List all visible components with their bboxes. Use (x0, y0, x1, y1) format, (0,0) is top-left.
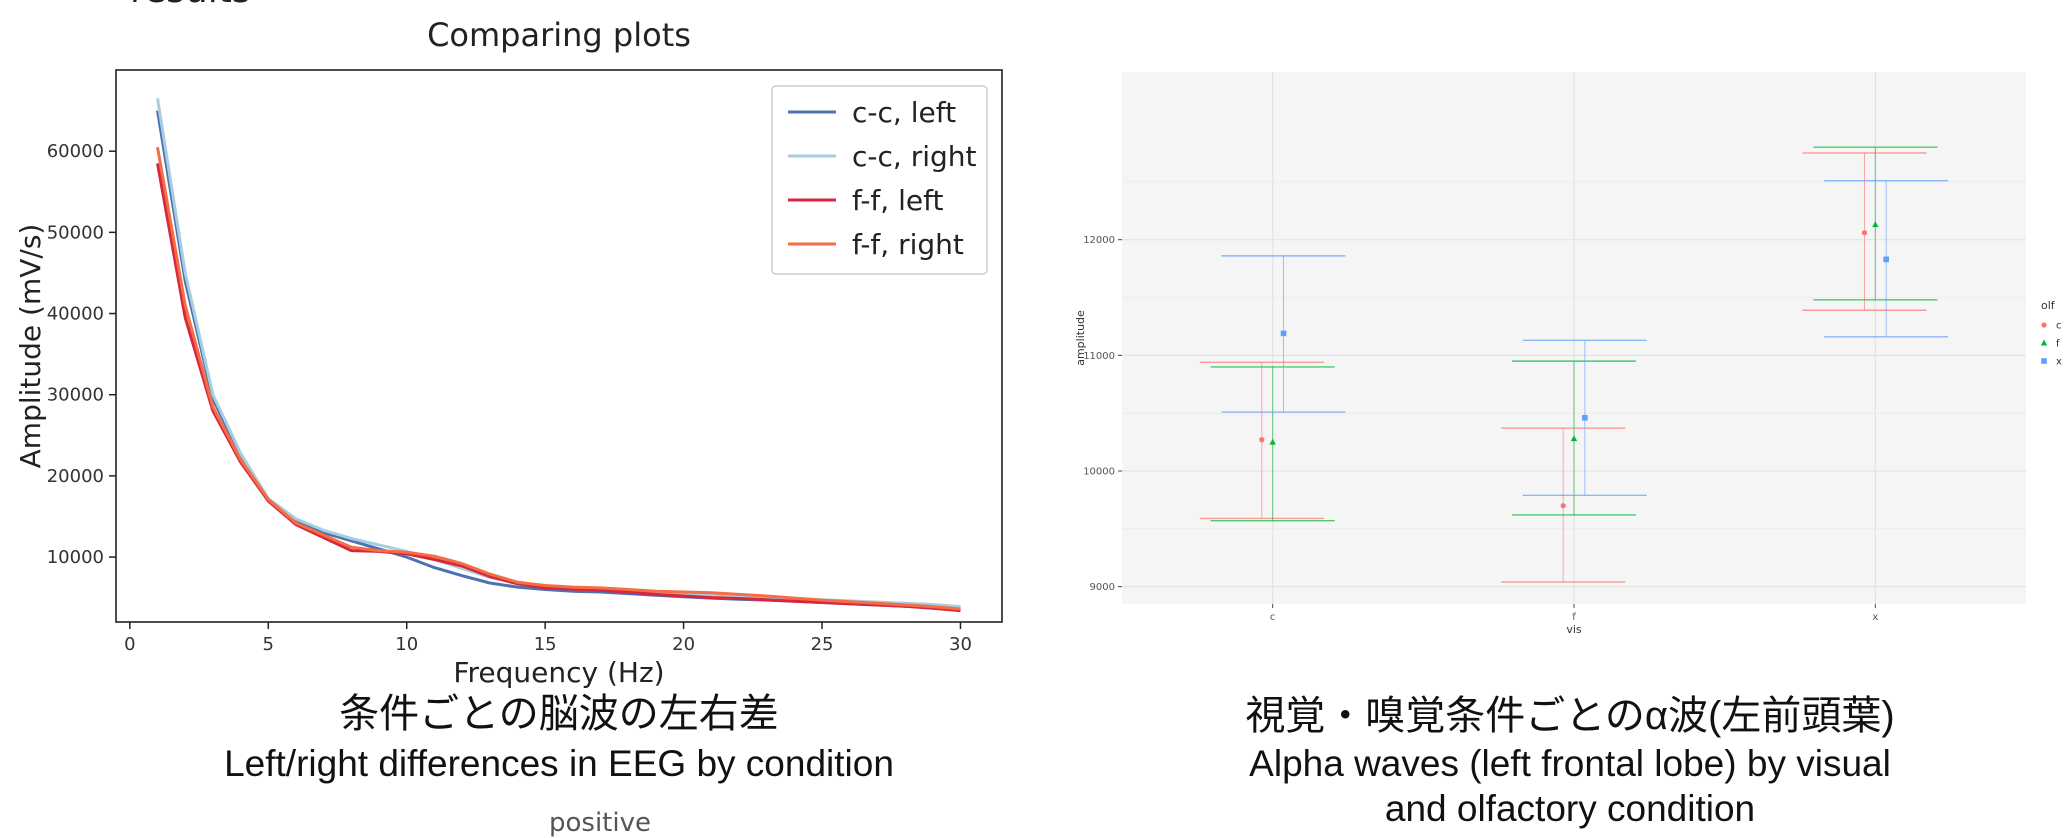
right-caption-en-line1: Alpha waves (left frontal lobe) by visua… (1249, 743, 1891, 784)
right-point (1582, 415, 1588, 421)
right-point (1861, 230, 1868, 236)
right-y-axis-label: amplitude (1074, 310, 1087, 366)
partial-bottom-text: positive (549, 808, 651, 838)
left-legend-label: c-c, right (852, 140, 977, 173)
right-point (1280, 330, 1287, 337)
right-point (1259, 437, 1265, 443)
left-plot-frame (115, 69, 1003, 623)
left-x-tick-label: 0 (124, 634, 135, 655)
right-y-tick-label: 11000 (1083, 351, 1115, 362)
partial-top-text: results (130, 0, 251, 11)
right-legend-key (2041, 322, 2047, 328)
right-legend-key (2040, 339, 2048, 346)
left-x-tick-label: 20 (672, 634, 695, 655)
right-y-tick-label: 12000 (1083, 235, 1115, 246)
right-x-tick-label: x (1872, 612, 1878, 623)
left-x-tick-label: 30 (949, 634, 972, 655)
left-legend: c-c, left c-c, right f-f, left f-f, right (771, 85, 988, 275)
left-y-tick-label: 40000 (47, 304, 104, 325)
right-point (1872, 221, 1879, 228)
left-y-tick-label: 30000 (47, 385, 104, 406)
right-legend-key (2041, 358, 2047, 364)
right-caption-en-line2: and olfactory condition (1384, 788, 1756, 829)
left-caption-en: Left/right differences in EEG by conditi… (224, 743, 894, 784)
left-y-tick-label: 20000 (47, 466, 104, 487)
left-y-tick-label: 10000 (47, 547, 104, 568)
right-point (1883, 256, 1889, 263)
left-chart-title: Comparing plots (427, 16, 691, 54)
right-legend-label: x (2056, 357, 2062, 368)
left-y-axis-label: Amplitude (mV/s) (14, 224, 47, 469)
right-y-tick-label: 10000 (1083, 467, 1115, 478)
right-legend-label: c (2056, 321, 2062, 332)
right-point (1560, 503, 1566, 509)
right-caption-ja: 視覚・嗅覚条件ごとのα波(左前頭葉) (1245, 694, 1895, 738)
right-y-tick-label: 9000 (1090, 582, 1115, 593)
left-legend-label: f-f, left (852, 184, 943, 217)
left-x-axis-label: Frequency (Hz) (453, 656, 664, 689)
right-legend-label: f (2056, 339, 2060, 350)
left-x-tick-label: 5 (263, 634, 274, 655)
left-y-tick-label: 60000 (47, 141, 104, 162)
left-y-tick-label: 50000 (47, 222, 104, 243)
left-caption-ja: 条件ごとの脳波の左右差 (339, 692, 779, 736)
left-line-chart: 0 5 10 15 20 25 30 10000 20000 30000 40000 50000 600… (14, 69, 1003, 689)
right-point (1570, 435, 1578, 442)
right-x-tick-label: f (1572, 612, 1576, 623)
left-x-tick-label: 15 (534, 634, 557, 655)
right-legend: olf cfx (2040, 299, 2062, 368)
right-point (1269, 438, 1276, 445)
left-series-line-3 (156, 146, 961, 611)
left-legend-label: c-c, left (852, 96, 956, 129)
right-x-tick-label: c (1270, 612, 1276, 623)
left-x-tick-label: 25 (811, 634, 834, 655)
left-legend-label: f-f, right (852, 228, 964, 261)
right-x-axis-label: vis (1566, 623, 1582, 636)
right-legend-title: olf (2041, 299, 2056, 312)
left-x-tick-label: 10 (395, 634, 418, 655)
